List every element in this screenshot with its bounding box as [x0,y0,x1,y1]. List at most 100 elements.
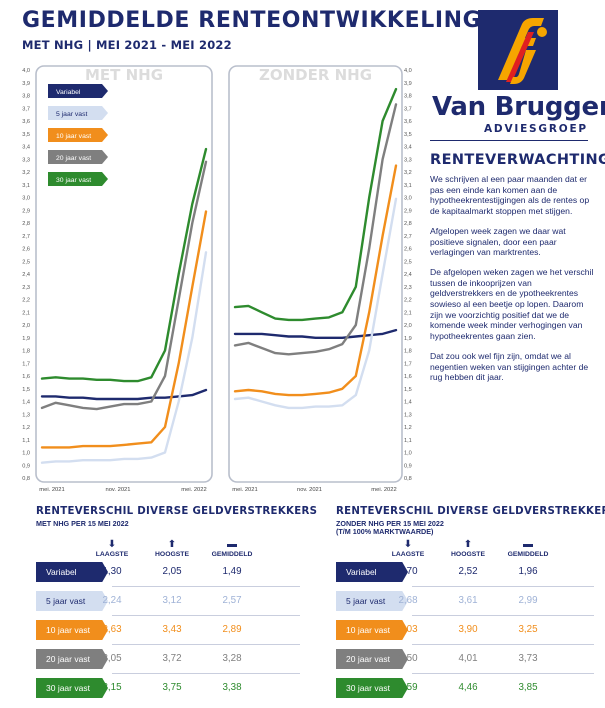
row-label: 20 jaar vast [36,649,108,669]
table-cell: 1,30 [102,566,122,577]
y-tick-label: 0,9 [404,463,412,469]
y-tick-label: 2,4 [404,272,412,278]
row-divider [112,644,300,645]
row-label: 10 jaar vast [36,620,108,640]
y-tick-label: 1,1 [404,438,412,444]
row-divider [112,673,300,674]
x-tick-label: mei. 2021 [232,487,257,493]
y-tick-label: 1,8 [404,349,412,355]
table-row: 5 jaar vast 2,24 3,12 2,57 [36,591,304,611]
table-cell: 3,12 [162,595,182,606]
arrow-down-icon: ⬇ [107,539,117,550]
table-cell: 3,28 [222,653,242,664]
row-label: 10 jaar vast [336,620,408,640]
legend-swatch [48,172,108,186]
column-header: ⬆ HOOGSTE [438,540,498,559]
table-cell: 3,90 [458,624,478,635]
table-cell: 4,01 [458,653,478,664]
charts-area: 4,0 3,9 3,8 3,7 3,6 3,5 3,4 3,3 3,2 3,1 3,0 2,9 2,8 2… [22,65,412,493]
row-divider [112,586,300,587]
series-line-20-jaar-vast [40,160,208,411]
row-divider [412,644,594,645]
column-header-label: GEMIDDELD [507,551,549,558]
legend-item: 10 jaar vast [48,128,108,142]
table-row: 10 jaar vast 2,63 3,43 2,89 [36,620,304,640]
chart-frame [228,65,403,483]
table-subtitle-note: (T/M 100% MARKTWAARDE) [336,527,434,536]
arrow-up-icon: ⬆ [167,539,177,550]
legend-item: Variabel [48,84,108,98]
y-tick-label: 1,3 [404,412,412,418]
table-title: RENTEVERSCHIL DIVERSE GELDVERSTREKKERS [36,506,318,517]
y-tick-label: 0,8 [404,476,412,482]
table-cell: 3,43 [162,624,182,635]
legend-label: 5 jaar vast [56,111,87,118]
y-tick-label: 3,2 [22,170,30,176]
chart-title: ZONDER NHG [259,66,372,84]
renteverwachting-title: RENTEVERWACHTING [430,152,605,168]
renteverwachting-paragraph: De afgelopen weken zagen we het verschil… [430,266,594,342]
y-tick-label: 4,0 [22,68,30,74]
x-tick-label: mei. 2022 [371,487,396,493]
y-tick-label: 3,5 [22,132,30,138]
column-header-label: HOOGSTE [451,551,485,558]
dash-icon: ▬ [523,539,533,550]
x-tick-label: nov. 2021 [297,487,322,493]
y-tick-label: 0,8 [22,476,30,482]
legend-swatch [48,84,108,98]
series-line-10-jaar-vast [40,210,208,449]
dash-icon: ▬ [227,539,237,550]
legend-swatch [48,150,108,164]
series-line-30-jaar-vast [40,147,208,383]
y-tick-label: 2,4 [22,272,30,278]
table-row: Variabel 1,70 2,52 1,96 [336,562,598,582]
y-tick-label: 3,3 [404,157,412,163]
row-label: 30 jaar vast [36,678,108,698]
y-tick-label: 1,8 [22,349,30,355]
legend-label: 10 jaar vast [56,133,91,140]
row-label: 20 jaar vast [336,649,408,669]
column-header-label: HOOGSTE [155,551,189,558]
y-tick-label: 3,9 [22,81,30,87]
table-row: 30 jaar vast 3,59 4,46 3,85 [336,678,598,698]
x-tick-label: mei. 2022 [181,487,206,493]
y-tick-label: 2,9 [404,208,412,214]
y-tick-label: 2,1 [22,310,30,316]
y-tick-label: 2,6 [22,247,30,253]
legend-swatch [48,106,108,120]
table-cell: 2,57 [222,595,242,606]
y-tick-label: 0,9 [22,463,30,469]
y-tick-label: 1,6 [22,374,30,380]
logo-divider [430,140,588,141]
y-tick-label: 3,5 [404,132,412,138]
row-divider [112,615,300,616]
y-tick-label: 1,5 [404,387,412,393]
renteverwachting-paragraph: Dat zou ook wel fijn zijn, omdat we al n… [430,350,589,383]
legend-item: 20 jaar vast [48,150,108,164]
legend-item: 5 jaar vast [48,106,108,120]
table-cell: 3,25 [518,624,538,635]
series-line-30-jaar-vast [233,87,398,322]
table-cell: 3,50 [398,653,418,664]
y-tick-label: 2,2 [22,298,30,304]
y-tick-label: 2,6 [404,247,412,253]
table-title: RENTEVERSCHIL DIVERSE GELDVERSTREKKERS [336,506,605,517]
column-header: ⬇ LAAGSTE [378,540,438,559]
row-label: Variabel [336,562,408,582]
legend-label: 20 jaar vast [56,155,91,162]
column-header: ⬆ HOOGSTE [142,539,202,559]
table-cell: 2,52 [458,566,478,577]
y-tick-label: 2,2 [404,298,412,304]
table-cell: 2,68 [398,595,418,606]
y-tick-label: 2,8 [22,221,30,227]
y-tick-label: 3,1 [22,183,30,189]
y-tick-label: 3,6 [404,119,412,125]
logo-name: Van Bruggen [432,92,605,122]
y-tick-label: 3,8 [22,94,30,100]
y-tick-label: 3,4 [22,145,30,151]
table-cell: 1,96 [518,566,538,577]
table-cell: 3,73 [518,653,538,664]
row-label: Variabel [36,562,108,582]
table-row: Variabel 1,30 2,05 1,49 [36,562,304,582]
y-tick-label: 3,7 [404,106,412,112]
